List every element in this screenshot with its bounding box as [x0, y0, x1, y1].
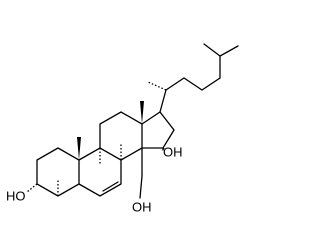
atom-label: HO	[6, 188, 26, 203]
wedge-bond	[77, 137, 81, 160]
molecule-diagram: HO OH OH	[6, 43, 239, 214]
bonds	[26, 43, 239, 199]
wedge-bond	[140, 101, 144, 124]
atom-label: OH	[163, 144, 183, 159]
atom-label: OH	[132, 199, 152, 214]
